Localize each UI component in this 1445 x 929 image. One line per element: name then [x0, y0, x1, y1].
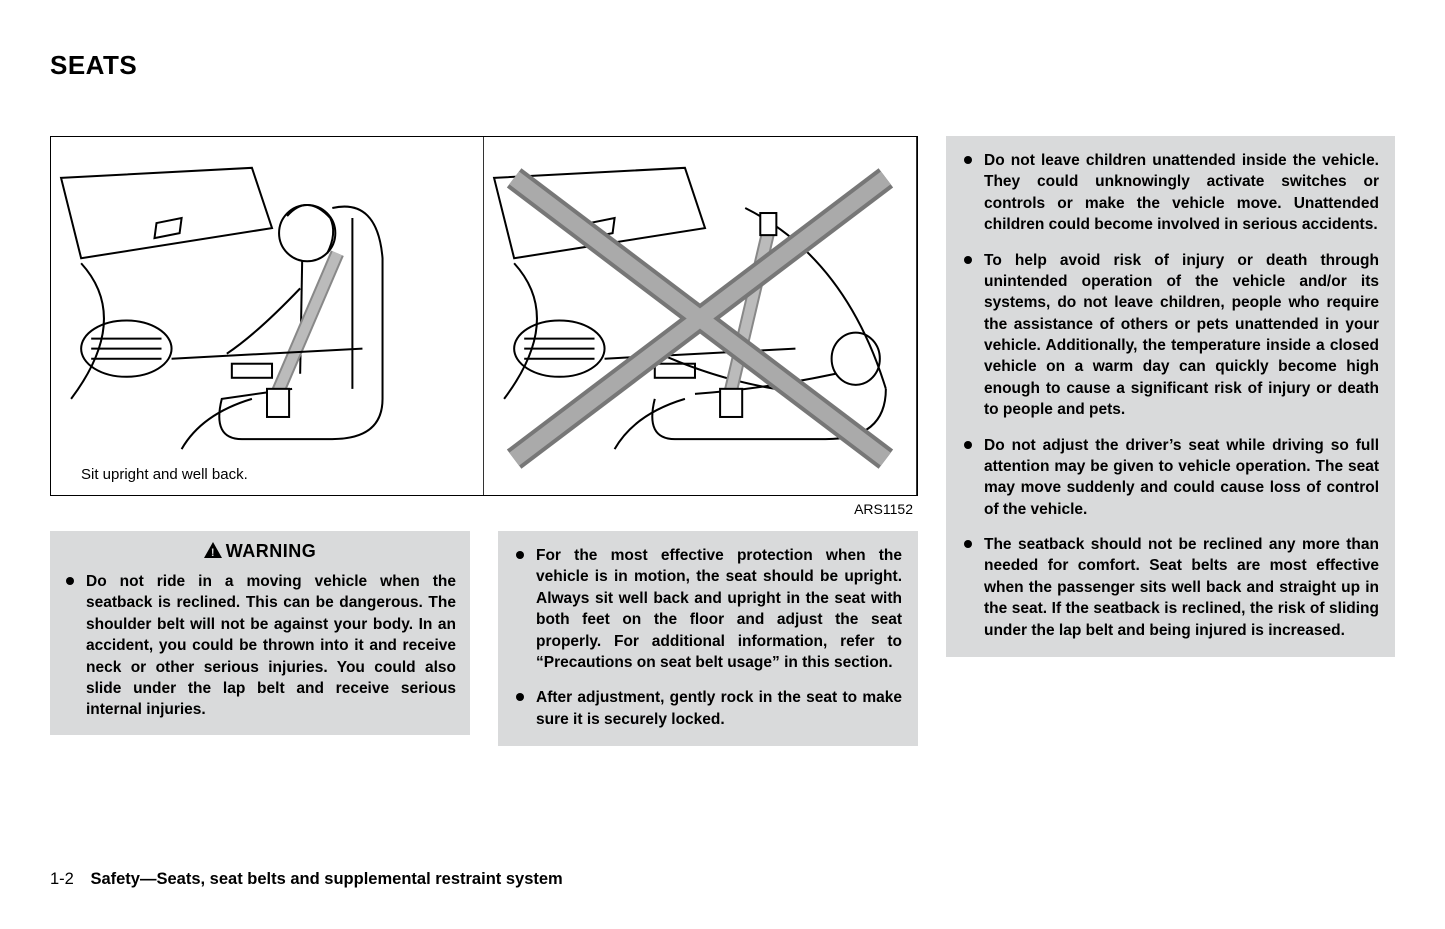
bullet-item: Do not adjust the driver’s seat while dr…	[962, 435, 1379, 521]
figure-box: Sit upright and well back.	[50, 136, 918, 496]
figure-panel-correct: Sit upright and well back.	[51, 137, 484, 495]
warning-box-continued-1: For the most effective protection when t…	[498, 531, 918, 746]
page-number: 1-2	[50, 870, 74, 888]
text-column-2: For the most effective protection when t…	[498, 531, 918, 746]
bullet-item: Do not leave children unattended inside …	[962, 150, 1379, 236]
warning-header: ! WARNING	[64, 541, 456, 563]
warning-box-continued-2: Do not leave children unattended inside …	[946, 136, 1395, 657]
right-column: Do not leave children unattended inside …	[946, 136, 1395, 746]
warning-label: WARNING	[226, 541, 317, 561]
lower-columns: ! WARNING Do not ride in a moving vehicl…	[50, 531, 918, 746]
illustration-correct-posture	[51, 137, 483, 495]
warning-bullet-list-3: Do not leave children unattended inside …	[962, 150, 1379, 641]
page-footer: 1-2 Safety—Seats, seat belts and supplem…	[50, 870, 563, 889]
left-column: Sit upright and well back.	[50, 136, 918, 746]
warning-bullet-list-1: Do not ride in a moving vehicle when the…	[64, 571, 456, 721]
warning-box: ! WARNING Do not ride in a moving vehicl…	[50, 531, 470, 735]
warning-bullet-list-2: For the most effective protection when t…	[514, 545, 902, 730]
bullet-item: To help avoid risk of injury or death th…	[962, 250, 1379, 421]
illustration-incorrect-posture	[484, 137, 916, 495]
bullet-item: After adjustment, gently rock in the sea…	[514, 687, 902, 730]
bullet-item: For the most effective protection when t…	[514, 545, 902, 673]
figure-code: ARS1152	[854, 501, 913, 517]
text-column-1: ! WARNING Do not ride in a moving vehicl…	[50, 531, 470, 746]
page-title: SEATS	[50, 50, 1395, 81]
content-area: Sit upright and well back.	[50, 136, 1395, 746]
figure-caption: Sit upright and well back.	[81, 466, 248, 483]
svg-text:!: !	[211, 547, 215, 558]
bullet-item: Do not ride in a moving vehicle when the…	[64, 571, 456, 721]
figure-panel-incorrect	[484, 137, 917, 495]
section-title: Safety—Seats, seat belts and supplementa…	[90, 870, 562, 888]
warning-triangle-icon: !	[204, 542, 222, 563]
bullet-item: The seatback should not be reclined any …	[962, 534, 1379, 641]
